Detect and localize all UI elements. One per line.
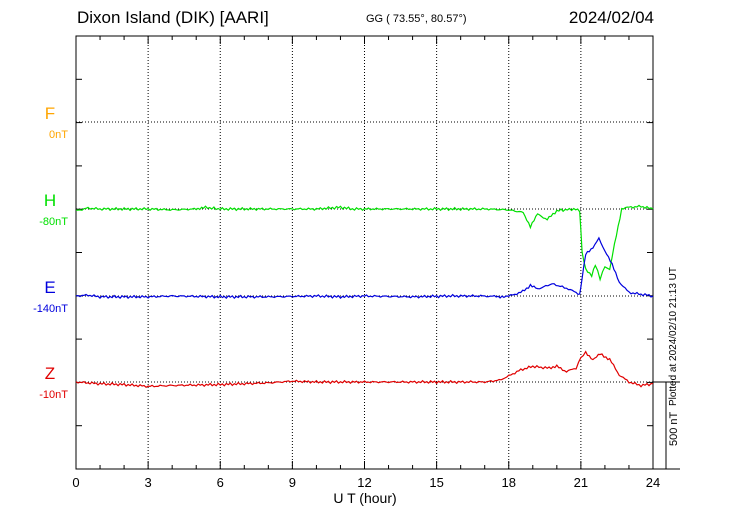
series-baseline-Z: -10nT [39,389,68,401]
date-label: 2024/02/04 [568,8,654,27]
series-name-F: F [45,104,55,123]
series-baseline-E: -140nT [33,303,68,315]
series-baseline-F: 0nT [49,129,68,141]
series-line-H [75,204,654,282]
series-labels: F 0nT H -80nT E -140nT Z -10nT [33,104,68,401]
station-title: Dixon Island (DIK) [AARI] [77,8,269,27]
scale-bar-label: 500 nT [668,411,680,446]
series-baseline-H: -80nT [39,216,68,228]
series-name-H: H [44,191,56,210]
series-name-Z: Z [45,364,55,383]
x-axis-label: U T (hour) [333,490,397,506]
x-tick-label: 21 [574,475,588,490]
x-tick-label: 9 [289,475,296,490]
series-line-Z [75,350,654,389]
x-tick-label: 15 [429,475,443,490]
series-line-E [75,236,654,300]
series-name-E: E [44,278,55,297]
coordinates-label: GG ( 73.55°, 80.57°) [366,13,467,25]
x-tick-label: 12 [357,475,371,490]
series-lines [75,204,654,389]
x-tick-label: 3 [145,475,152,490]
plotted-timestamp: Plotted at 2024/02/10 21:13 UT [668,267,679,406]
x-tick-labels: 0 3 6 9 12 15 18 21 24 [72,475,660,490]
x-tick-label: 0 [72,475,79,490]
x-tick-label: 24 [646,475,660,490]
scale-bar [653,381,680,470]
vertical-gridlines [147,36,582,469]
x-tick-label: 6 [217,475,224,490]
x-tick-label: 18 [502,475,516,490]
